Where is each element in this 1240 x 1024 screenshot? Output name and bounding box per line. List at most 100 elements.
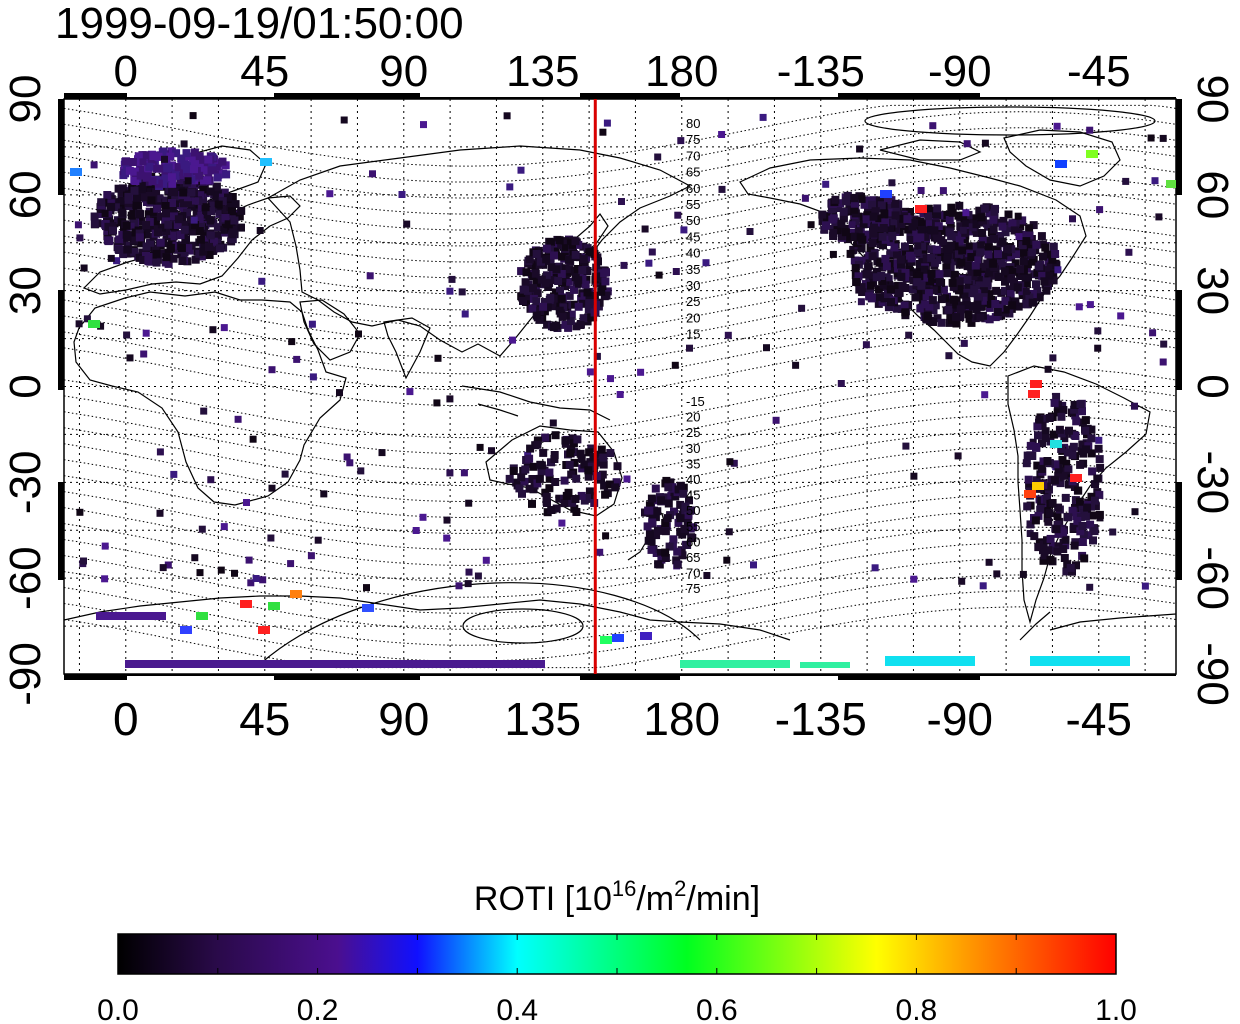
roti-pixel: [76, 234, 84, 242]
roti-pixel: [101, 210, 109, 218]
coastline-antarctica: [64, 595, 1176, 641]
roti-pixel: [147, 196, 156, 205]
roti-pixel: [560, 476, 569, 485]
roti-pixel: [152, 249, 161, 258]
roti-pixel: [573, 435, 582, 444]
roti-pixel: [678, 551, 687, 560]
roti-pixel: [156, 448, 164, 456]
roti-pixel: [1040, 551, 1049, 560]
roti-pixel: [890, 243, 899, 252]
roti-pixel: [883, 229, 892, 238]
roti-pixel: [882, 273, 891, 282]
axis-bar-top: [274, 93, 420, 99]
roti-pixel: [525, 292, 534, 301]
roti-pixel: [521, 278, 530, 287]
roti-pixel: [973, 268, 982, 277]
roti-pixel: [122, 221, 131, 230]
roti-pixel: [558, 252, 567, 261]
roti-pixel: [868, 239, 877, 247]
roti-pixel: [943, 269, 952, 278]
roti-pixel: [945, 245, 953, 254]
roti-pixel: [897, 220, 906, 229]
roti-pixel: [955, 236, 964, 245]
axis-line-bottom: [980, 674, 1176, 676]
roti-pixel: [593, 352, 601, 360]
roti-pixel: [1061, 493, 1070, 502]
roti-pixel: [1086, 301, 1094, 309]
roti-pixel: [943, 210, 952, 219]
roti-pixel: [1026, 530, 1034, 537]
roti-pixel: [137, 165, 146, 174]
roti-pixel: [663, 514, 672, 523]
roti-pixel: [1040, 277, 1049, 286]
roti-pixel: [156, 238, 165, 247]
roti-pixel: [935, 277, 944, 286]
roti-pixel: [1000, 267, 1009, 276]
roti-pixel: [1026, 520, 1035, 529]
roti-pixel: [1034, 511, 1043, 520]
roti-pixel: [931, 301, 940, 310]
roti-pixel: [1057, 445, 1066, 453]
roti-pixel: [168, 179, 177, 188]
roti-pixel: [1083, 503, 1092, 512]
roti-pixel: [1151, 177, 1159, 185]
roti-pixel: [1048, 499, 1057, 507]
roti-pixel: [888, 232, 897, 240]
roti-pixel: [975, 206, 984, 215]
roti-pixel: [586, 458, 595, 467]
roti-pixel: [569, 300, 578, 309]
roti-pixel: [899, 214, 908, 223]
roti-pixel: [1078, 538, 1087, 546]
roti-pixel: [850, 232, 859, 241]
colorbar-ticks: 0.0 0.2 0.4 0.6 0.8 1.0: [97, 934, 1137, 1024]
roti-pixel: [859, 220, 868, 229]
roti-pixel: [978, 270, 987, 279]
roti-pixel: [985, 558, 993, 566]
roti-pixel: [103, 191, 112, 199]
roti-pixel: [556, 286, 564, 295]
roti-pixel: [1096, 206, 1104, 214]
roti-pixel: [921, 232, 930, 241]
roti-pixel: [857, 283, 866, 292]
roti-pixel: [545, 468, 554, 477]
contour-label: 65: [686, 165, 700, 180]
roti-pixel: [613, 462, 622, 471]
map-area: 8075706560555045403530252015-15202530354…: [58, 93, 1182, 680]
roti-pixel: [645, 501, 654, 510]
roti-pixel: [570, 285, 578, 294]
roti-pixel: [674, 211, 682, 219]
roti-pixel: [1069, 442, 1078, 451]
roti-pixel: [1059, 545, 1068, 554]
roti-pixel: [913, 278, 922, 287]
roti-pixel: [1051, 250, 1060, 258]
roti-pixel: [196, 569, 204, 577]
roti-pixel: [587, 313, 596, 322]
roti-pixel: [645, 259, 653, 267]
roti-pixel: [149, 152, 158, 161]
roti-pixel: [172, 182, 181, 191]
roti-pixel: [993, 308, 1002, 316]
roti-band: [885, 656, 975, 666]
roti-pixel: [585, 248, 594, 257]
roti-pixel: [164, 561, 172, 569]
roti-pixel: [654, 526, 662, 535]
roti-pixel: [123, 331, 131, 339]
roti-pixel: [97, 198, 106, 207]
roti-pixel: [97, 210, 106, 219]
colorbar-tick-label: 0.4: [496, 994, 538, 1024]
roti-pixel: [533, 436, 542, 445]
roti-pixel: [532, 297, 541, 306]
roti-pixel: [1094, 327, 1102, 335]
roti-pixel: [937, 226, 945, 235]
roti-hotspot: [362, 604, 374, 612]
bottom-lon-label: 45: [239, 693, 290, 745]
roti-pixel: [954, 211, 963, 220]
roti-pixel: [589, 452, 598, 461]
roti-pixel: [455, 582, 463, 590]
roti-pixel: [181, 235, 190, 244]
roti-hotspot: [1032, 482, 1044, 490]
roti-pixel: [533, 479, 542, 488]
roti-pixel: [566, 449, 575, 458]
roti-pixel: [661, 548, 670, 557]
roti-pixel: [133, 193, 141, 202]
